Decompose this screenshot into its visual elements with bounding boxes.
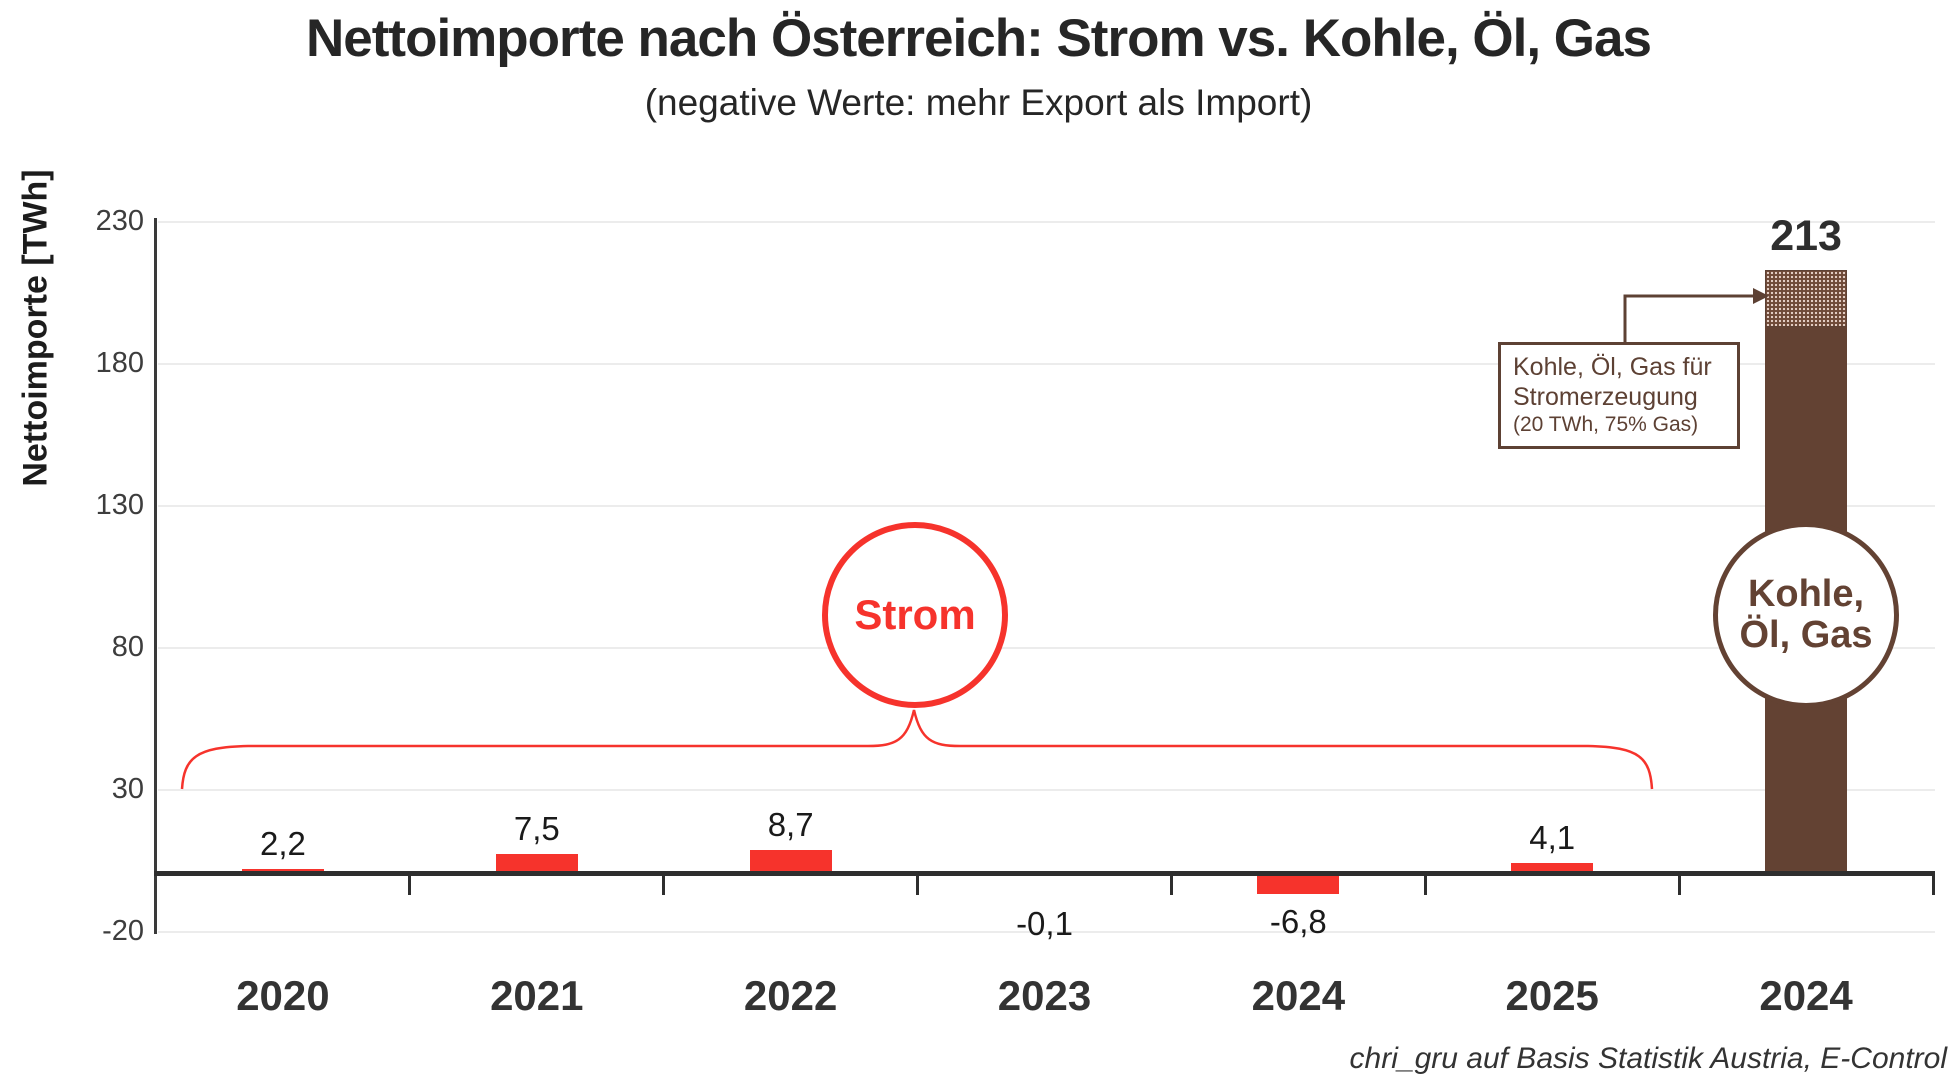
bar-value-label-4: -6,8 (1269, 903, 1327, 941)
gridline-y-130 (158, 504, 1935, 507)
bar-2021-strom (495, 853, 578, 875)
x-category-label-4: 2024 (1251, 972, 1346, 1019)
x-tick-mark-4 (1169, 876, 1173, 895)
bar-value-label-1: 7,5 (513, 809, 560, 847)
gridline-y-180 (158, 362, 1935, 365)
callout-line2: Stromerzeugung (1513, 383, 1698, 411)
x-category-label-0: 2020 (236, 972, 330, 1019)
chart-title: Nettoimporte nach Österreich: Strom vs. … (306, 9, 1652, 68)
credit-line: chri_gru auf Basis Statistik Austria, E-… (1349, 1042, 1947, 1075)
x-tick-mark-7 (1931, 876, 1935, 895)
y-tick-label-180: 180 (95, 346, 144, 379)
y-tick-label--20: -20 (102, 914, 144, 947)
y-tick-label-230: 230 (95, 204, 144, 237)
fossil-badge-line2: Öl, Gas (1739, 614, 1873, 656)
bar-value-label-6: 213 (1770, 212, 1842, 261)
bar-value-label-2: 8,7 (767, 806, 814, 844)
bar-2025-strom (1511, 863, 1594, 875)
x-category-label-3: 2023 (997, 972, 1092, 1019)
gridline-y-80 (158, 646, 1935, 649)
bar-2022-strom (749, 850, 832, 875)
x-tick-mark-3 (916, 876, 920, 895)
bar-value-label-5: 4,1 (1529, 819, 1576, 857)
gridline-y-230 (158, 220, 1935, 223)
strom-series-badge-label: Strom (854, 591, 976, 638)
x-category-label-5: 2025 (1505, 972, 1599, 1019)
bar-value-label-0: 2,2 (259, 824, 306, 862)
x-category-label-6: 2024 (1759, 972, 1853, 1019)
y-tick-label-130: 130 (95, 488, 144, 521)
fossil-badge-line1: Kohle, (1747, 572, 1865, 615)
bar-value-label-3: -0,1 (1016, 905, 1073, 943)
x-tick-mark-5 (1423, 876, 1427, 895)
callout-line1: Kohle, Öl, Gas für (1513, 353, 1712, 381)
y-tick-label-80: 80 (111, 630, 144, 663)
bar-2024-strom (1257, 875, 1340, 895)
gridline-y-30 (158, 788, 1935, 791)
y-tick-label-30: 30 (111, 772, 144, 805)
callout-line3: (20 TWh, 75% Gas) (1513, 413, 1699, 436)
fossil-series-badge-label: Kohle, Öl, Gas (1739, 572, 1873, 656)
x-category-label-1: 2021 (490, 972, 584, 1019)
bar-hatch-section (1765, 270, 1848, 327)
x-tick-mark-2 (662, 876, 666, 895)
x-axis-line (154, 871, 1935, 876)
x-tick-mark-1 (408, 876, 412, 895)
chart-subtitle: (negative Werte: mehr Export als Import) (644, 82, 1313, 123)
strom-series-badge: Strom (822, 522, 1008, 708)
y-axis-line (154, 218, 157, 934)
x-category-label-2: 2022 (743, 972, 838, 1019)
gridline-y--20 (158, 930, 1935, 933)
fossil-series-badge: Kohle, Öl, Gas (1713, 522, 1899, 708)
x-tick-mark-6 (1677, 876, 1681, 895)
fossil-callout-box: Kohle, Öl, Gas für Stromerzeugung (20 TW… (1498, 342, 1740, 450)
